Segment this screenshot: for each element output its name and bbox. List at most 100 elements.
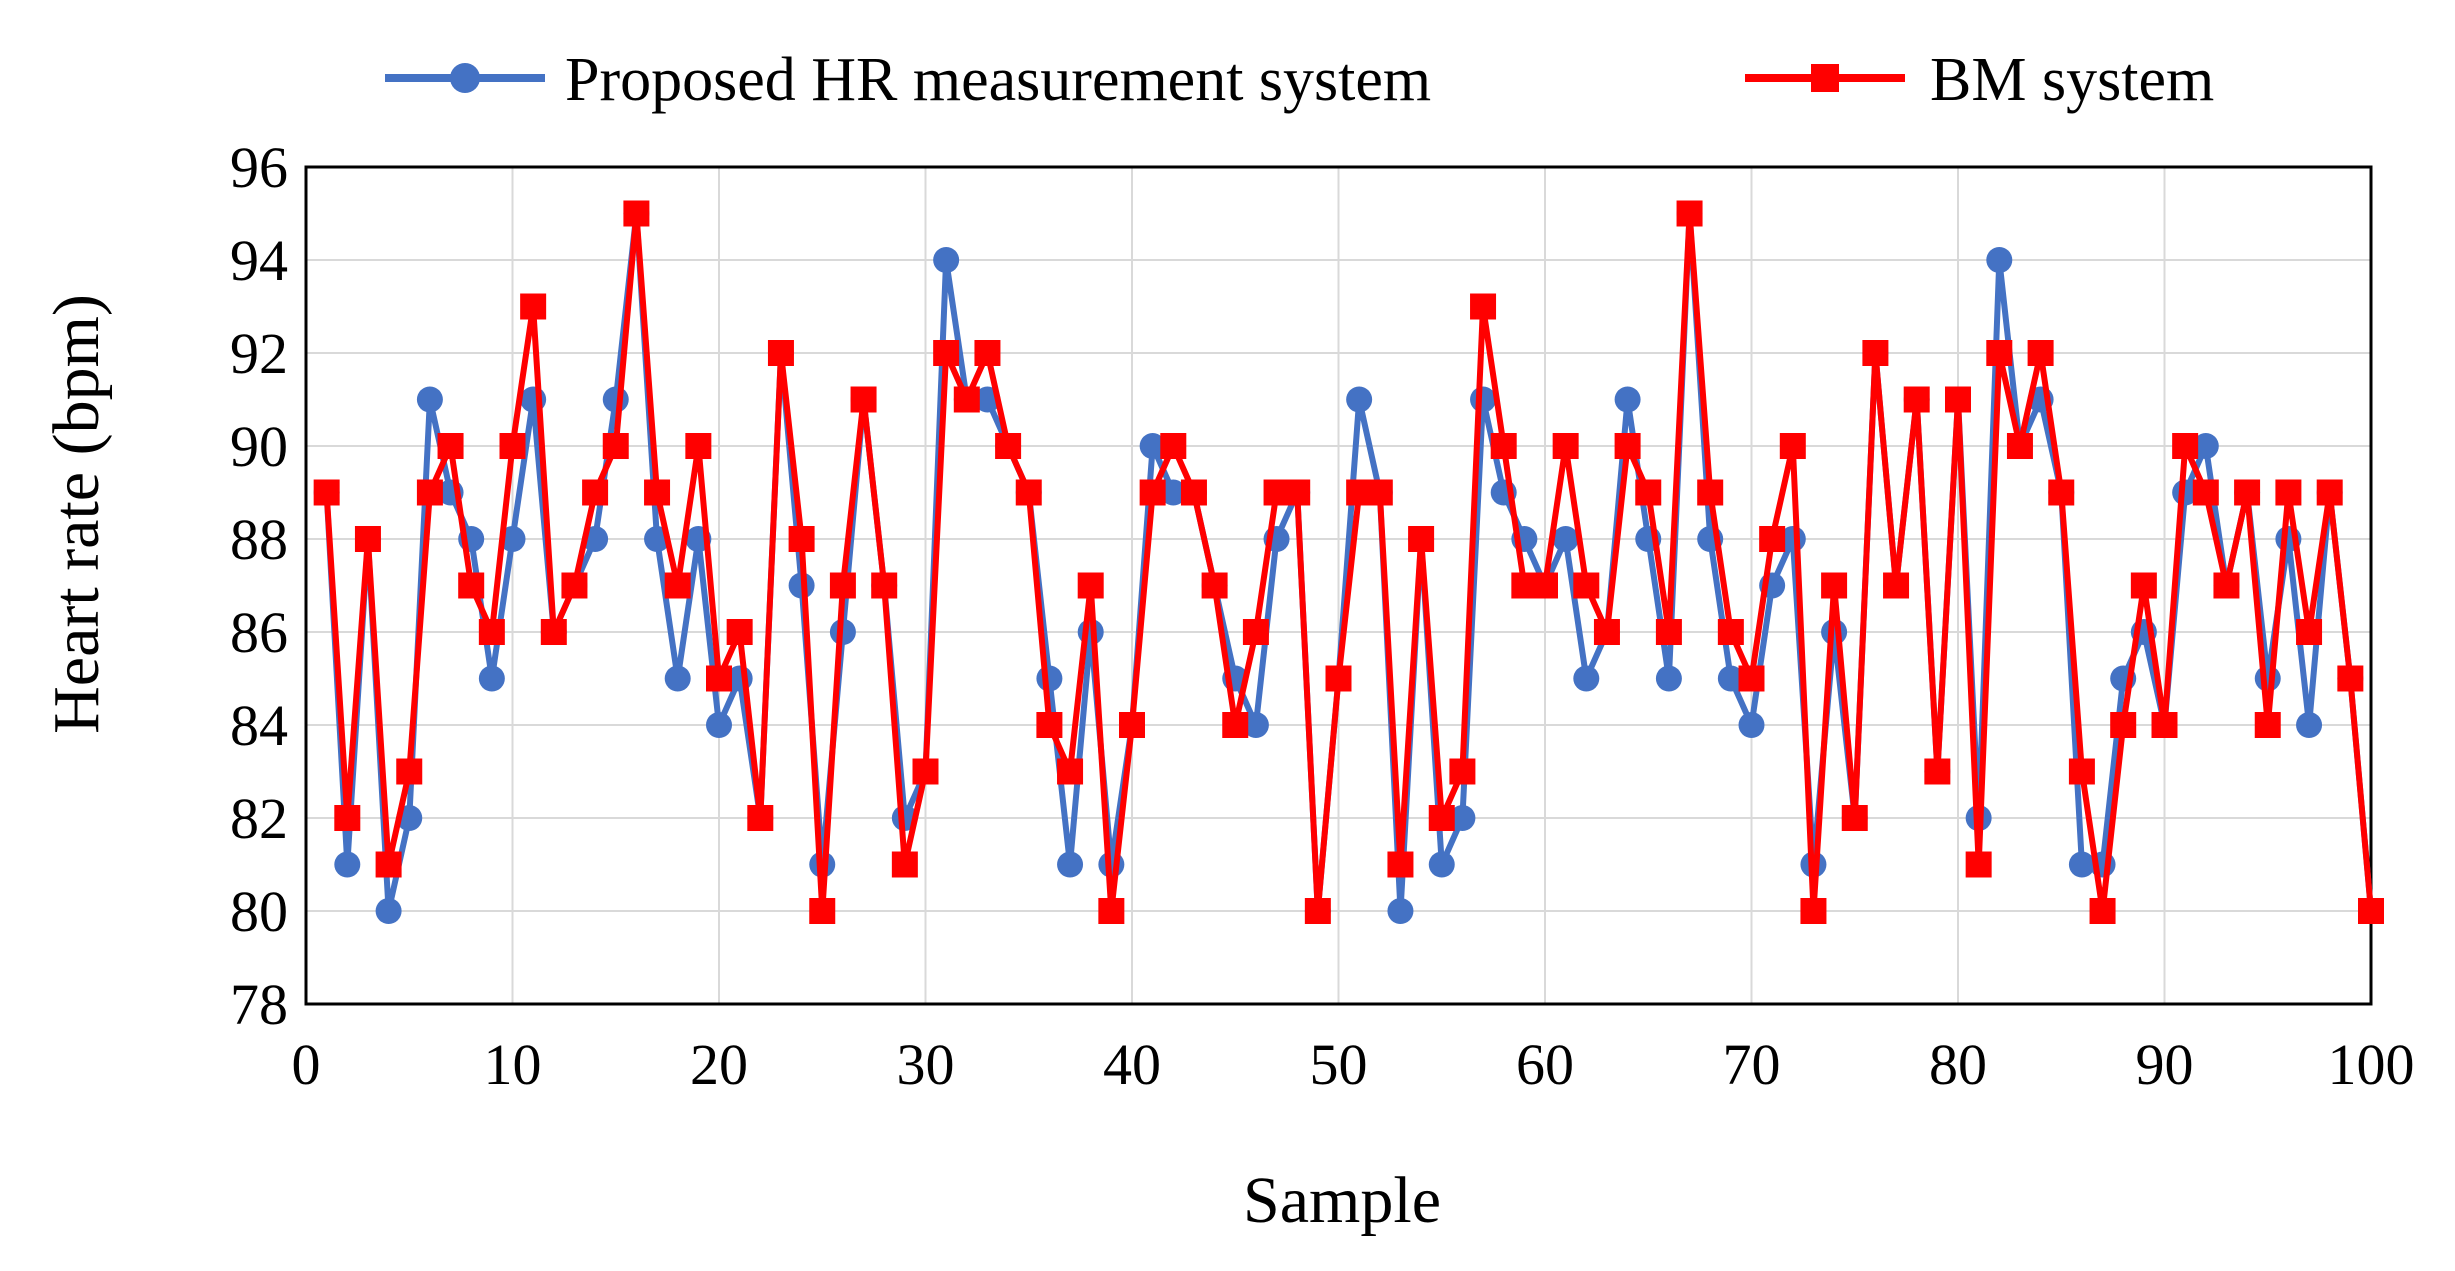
plot-area-border (304, 165, 2373, 1006)
data-point (1717, 665, 1744, 692)
data-point (974, 340, 1001, 366)
data-point (933, 340, 960, 366)
data-point (499, 526, 526, 552)
data-point (1160, 479, 1187, 506)
data-point (1470, 386, 1497, 413)
x-tick-label: 100 (2328, 1032, 2415, 1097)
legend-swatch-square-marker (1811, 64, 1839, 92)
data-point (1242, 712, 1269, 738)
data-point (747, 805, 774, 831)
x-tick-label: 30 (897, 1032, 955, 1097)
data-point (1986, 247, 2013, 273)
data-point (2068, 851, 2095, 878)
data-point (2151, 712, 2178, 738)
gridlines (305, 166, 2372, 1005)
data-point (706, 712, 732, 738)
legend-label: BM system (1930, 46, 2214, 114)
data-point (602, 386, 629, 413)
data-point (1635, 479, 1662, 506)
y-tick-label: 84 (230, 693, 288, 758)
x-axis-title: Sample (1243, 1164, 1441, 1237)
data-point (2068, 758, 2095, 785)
data-point (1490, 433, 1517, 459)
data-point (1428, 851, 1455, 878)
data-point (1325, 665, 1352, 692)
data-point (1883, 572, 1910, 599)
data-point (1160, 433, 1187, 459)
data-point (623, 200, 650, 227)
data-point (1717, 619, 1744, 645)
data-point (953, 386, 980, 413)
x-tick-label: 40 (1103, 1032, 1161, 1097)
data-point (1139, 479, 1166, 506)
y-tick-label: 82 (230, 786, 288, 851)
data-point (788, 526, 815, 552)
series-line (323, 210, 2374, 914)
data-point (1139, 433, 1166, 459)
data-point (1965, 851, 1992, 878)
data-point (1284, 479, 1311, 506)
data-point (1903, 386, 1930, 413)
data-point (354, 526, 381, 552)
data-point (1408, 526, 1435, 552)
y-axis-title: Heart rate (bpm) (40, 294, 113, 734)
data-point (1119, 712, 1145, 738)
data-point (829, 572, 856, 599)
data-point (2213, 572, 2240, 599)
data-point (1738, 665, 1765, 692)
data-point (1655, 665, 1682, 692)
data-point (1924, 758, 1951, 785)
data-point (2316, 479, 2343, 506)
data-point (995, 433, 1022, 459)
data-point (602, 433, 629, 459)
data-point (726, 619, 753, 645)
data-point (334, 805, 361, 831)
data-point (871, 572, 898, 599)
series-line (323, 210, 2374, 914)
y-tick-label: 92 (230, 321, 288, 386)
data-point (1036, 665, 1063, 692)
data-point (809, 898, 836, 924)
series-bm (313, 200, 2384, 924)
data-point (520, 293, 547, 320)
data-point (396, 758, 423, 785)
data-point (1449, 805, 1476, 831)
legend-item-proposed: Proposed HR measurement system (385, 46, 1431, 114)
data-point (1077, 572, 1104, 599)
x-tick-label: 20 (690, 1032, 748, 1097)
data-point (664, 665, 691, 692)
data-point (664, 572, 691, 599)
data-point (499, 433, 526, 459)
data-point (1862, 340, 1889, 366)
x-tick-label: 0 (292, 1032, 321, 1097)
data-point (1738, 712, 1765, 738)
data-point (685, 433, 712, 459)
data-point (2048, 479, 2075, 506)
data-point (1532, 572, 1558, 599)
data-point (313, 479, 340, 506)
series-layer (313, 200, 2384, 924)
data-point (1676, 200, 1703, 227)
legend-swatch-circle-marker (450, 63, 480, 93)
data-point (2254, 665, 2281, 692)
data-point (1552, 526, 1579, 552)
data-point (1428, 805, 1455, 831)
data-point (1366, 479, 1393, 506)
data-point (1945, 386, 1971, 413)
data-point (1800, 898, 1827, 924)
data-point (2130, 572, 2157, 599)
data-point (1304, 898, 1331, 924)
data-point (2027, 340, 2054, 366)
data-point (416, 386, 443, 413)
data-point (375, 851, 402, 878)
data-point (1614, 386, 1641, 413)
x-tick-label: 90 (2136, 1032, 2194, 1097)
data-point (644, 479, 671, 506)
data-point (891, 851, 918, 878)
data-point (1821, 572, 1848, 599)
data-point (1986, 340, 2013, 366)
y-tick-label: 96 (230, 135, 288, 200)
data-point (706, 665, 732, 692)
y-tick-label: 90 (230, 414, 288, 479)
